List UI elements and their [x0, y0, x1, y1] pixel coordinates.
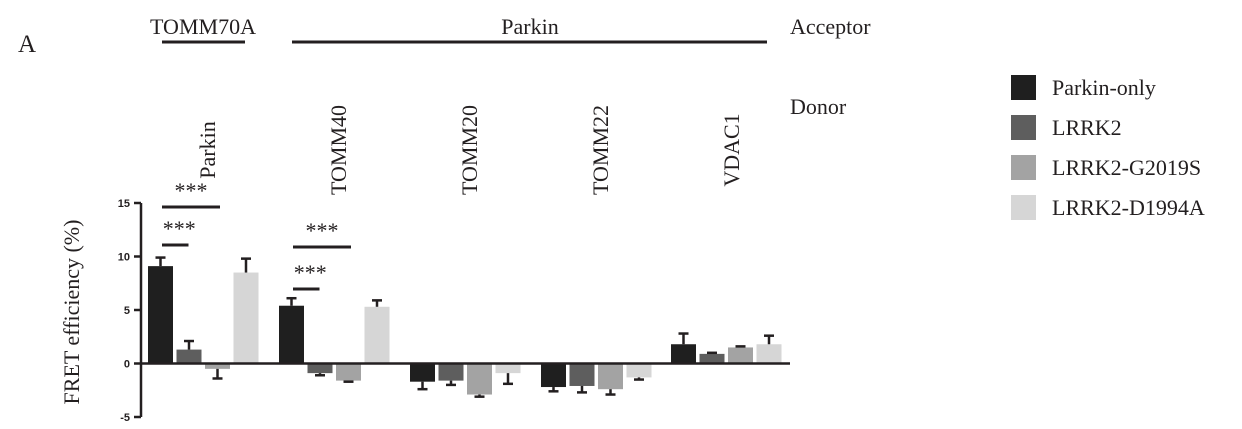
legend: Parkin-only LRRK2 LRRK2-G2019S LRRK2-D1994A [1011, 75, 1205, 220]
significance-label: *** [294, 260, 327, 285]
y-tick-label: 0 [124, 359, 130, 371]
acceptor-group-parkin: Parkin [501, 14, 558, 39]
bar [626, 363, 652, 378]
significance-label: *** [163, 216, 196, 241]
bar [410, 363, 435, 382]
bar [598, 363, 623, 390]
bar [233, 272, 259, 364]
significance-label: *** [306, 218, 339, 243]
donor-label: Donor [790, 94, 847, 119]
donor-label-parkin: Parkin [195, 121, 220, 178]
panel-label: A [18, 31, 36, 58]
legend-label: LRRK2-D1994A [1052, 195, 1205, 220]
bar [176, 349, 202, 364]
bar [438, 363, 464, 381]
bar [307, 363, 333, 374]
bar [467, 363, 492, 395]
bar [336, 363, 361, 381]
y-tick-label: 10 [118, 252, 130, 264]
donor-label-tomm40: TOMM40 [326, 105, 351, 195]
y-tick-label: -5 [120, 412, 130, 424]
y-axis-label: FRET efficiency (%) [59, 220, 84, 405]
bar [541, 363, 566, 388]
bar [205, 363, 230, 369]
significance-label: *** [175, 178, 208, 203]
donor-labels: Parkin TOMM40 TOMM20 TOMM22 VDAC1 [195, 105, 744, 195]
bar [728, 347, 753, 364]
legend-label: LRRK2-G2019S [1052, 155, 1201, 180]
legend-swatch [1011, 195, 1036, 220]
bar [671, 344, 696, 364]
bar [569, 363, 595, 386]
bar [495, 363, 521, 374]
acceptor-group-tommm70a: TOMM70A [150, 14, 256, 39]
bar [148, 266, 173, 364]
legend-swatch [1011, 115, 1036, 140]
acceptor-label: Acceptor [790, 14, 871, 39]
bar [364, 306, 390, 364]
bar [279, 305, 304, 364]
donor-label-tomm22: TOMM22 [588, 105, 613, 195]
bar [756, 344, 782, 364]
legend-label: Parkin-only [1052, 75, 1156, 100]
donor-label-vdac1: VDAC1 [719, 113, 744, 186]
bar [699, 353, 725, 364]
legend-swatch [1011, 75, 1036, 100]
legend-label: LRRK2 [1052, 115, 1122, 140]
donor-label-tomm20: TOMM20 [457, 105, 482, 195]
y-tick-label: 5 [124, 305, 130, 317]
plot-area: 15 10 5 0 -5 *** *** *** *** [118, 178, 790, 424]
y-tick-label: 15 [118, 198, 130, 210]
legend-swatch [1011, 155, 1036, 180]
